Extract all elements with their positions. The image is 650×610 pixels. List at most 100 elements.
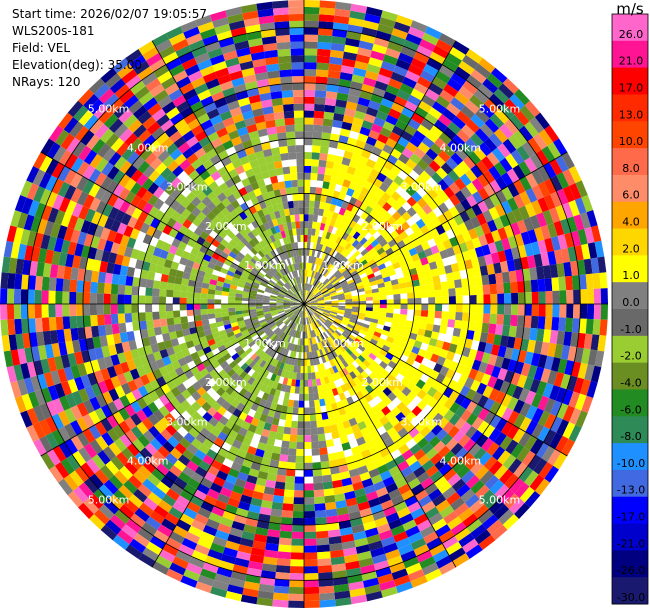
velocity-gate: [288, 6, 304, 15]
velocity-gate: [138, 553, 156, 568]
velocity-gate: [255, 121, 267, 131]
velocity-gate: [282, 325, 288, 332]
velocity-gate: [87, 372, 98, 386]
velocity-gate: [120, 234, 130, 247]
velocity-gate: [378, 67, 394, 79]
velocity-gate: [176, 383, 187, 394]
velocity-gate: [366, 304, 374, 308]
velocity-gate: [533, 253, 543, 268]
velocity-gate: [428, 337, 438, 347]
velocity-gate: [251, 363, 260, 372]
velocity-gate: [37, 373, 48, 390]
velocity-gate: [530, 279, 539, 293]
velocity-gate: [382, 276, 391, 283]
velocity-gate: [217, 447, 229, 458]
velocity-gate: [381, 344, 391, 353]
velocity-gate: [474, 529, 491, 545]
velocity-gate: [376, 74, 391, 85]
velocity-gate: [213, 336, 222, 344]
velocity-gate: [450, 72, 467, 87]
velocity-gate: [501, 237, 511, 251]
velocity-gate: [477, 509, 494, 525]
velocity-gate: [304, 103, 315, 111]
colorbar-tick-label: -4.0: [620, 376, 641, 389]
velocity-gate: [112, 424, 126, 439]
velocity-gate: [376, 278, 385, 285]
velocity-gate: [307, 235, 312, 243]
velocity-gate: [429, 125, 444, 138]
velocity-gate: [168, 244, 178, 255]
velocity-gate: [148, 335, 158, 346]
velocity-gate: [544, 413, 557, 430]
velocity-gate: [282, 363, 288, 371]
velocity-gate: [280, 314, 287, 320]
velocity-gate: [352, 530, 367, 541]
velocity-gate: [592, 272, 601, 289]
velocity-gate: [295, 270, 299, 278]
velocity-gate: [566, 289, 574, 304]
velocity-gate: [368, 100, 381, 111]
velocity-gate: [134, 86, 150, 100]
velocity-gate: [315, 311, 322, 317]
velocity-gate: [440, 281, 449, 290]
velocity-gate: [221, 197, 231, 208]
velocity-gate: [308, 324, 312, 332]
velocity-gate: [177, 241, 188, 251]
velocity-gate: [462, 286, 470, 296]
velocity-gate: [390, 71, 406, 84]
velocity-gate: [475, 433, 489, 448]
velocity-gate: [266, 437, 276, 446]
velocity-gate: [266, 394, 275, 403]
velocity-gate: [313, 313, 320, 319]
velocity-gate: [252, 143, 263, 153]
velocity-gate: [253, 65, 268, 75]
velocity-gate: [519, 105, 535, 122]
velocity-gate: [164, 183, 176, 196]
velocity-gate: [331, 168, 340, 178]
velocity-gate: [401, 147, 414, 159]
velocity-gate: [34, 289, 42, 304]
velocity-gate: [36, 261, 45, 277]
velocity-gate: [102, 446, 117, 461]
velocity-gate: [415, 218, 426, 229]
velocity-gate: [365, 243, 374, 252]
velocity-gate: [253, 278, 261, 285]
velocity-gate: [229, 70, 244, 81]
velocity-gate: [335, 287, 343, 292]
velocity-gate: [322, 260, 329, 269]
velocity-gate: [310, 301, 318, 303]
velocity-gate: [543, 162, 557, 179]
velocity-gate: [265, 316, 273, 321]
velocity-gate: [137, 527, 154, 542]
velocity-gate: [550, 357, 561, 372]
velocity-gate: [336, 198, 344, 208]
velocity-gate: [381, 192, 391, 202]
velocity-gate: [431, 76, 447, 90]
velocity-gate: [117, 294, 125, 304]
velocity-gate: [327, 70, 341, 79]
velocity-gate: [414, 489, 429, 502]
velocity-gate: [304, 386, 309, 394]
velocity-gate: [152, 144, 166, 158]
velocity-gate: [260, 248, 268, 256]
velocity-gate: [407, 261, 416, 270]
velocity-gate: [488, 323, 497, 335]
velocity-gate: [7, 272, 16, 289]
velocity-gate: [592, 319, 601, 336]
velocity-gate: [327, 285, 334, 291]
velocity-gate: [94, 347, 104, 360]
velocity-gate: [449, 46, 466, 61]
velocity-gate: [289, 329, 295, 337]
velocity-gate: [20, 180, 33, 198]
velocity-gate: [309, 277, 313, 285]
velocity-gate: [276, 301, 284, 303]
velocity-gate: [89, 119, 104, 135]
velocity-gate: [290, 301, 298, 303]
velocity-gate: [295, 316, 300, 324]
velocity-gate: [239, 103, 253, 114]
velocity-gate: [255, 338, 263, 346]
velocity-gate: [414, 304, 422, 311]
velocity-gate: [276, 368, 283, 377]
velocity-gate: [125, 518, 142, 534]
velocity-gate: [425, 447, 439, 460]
